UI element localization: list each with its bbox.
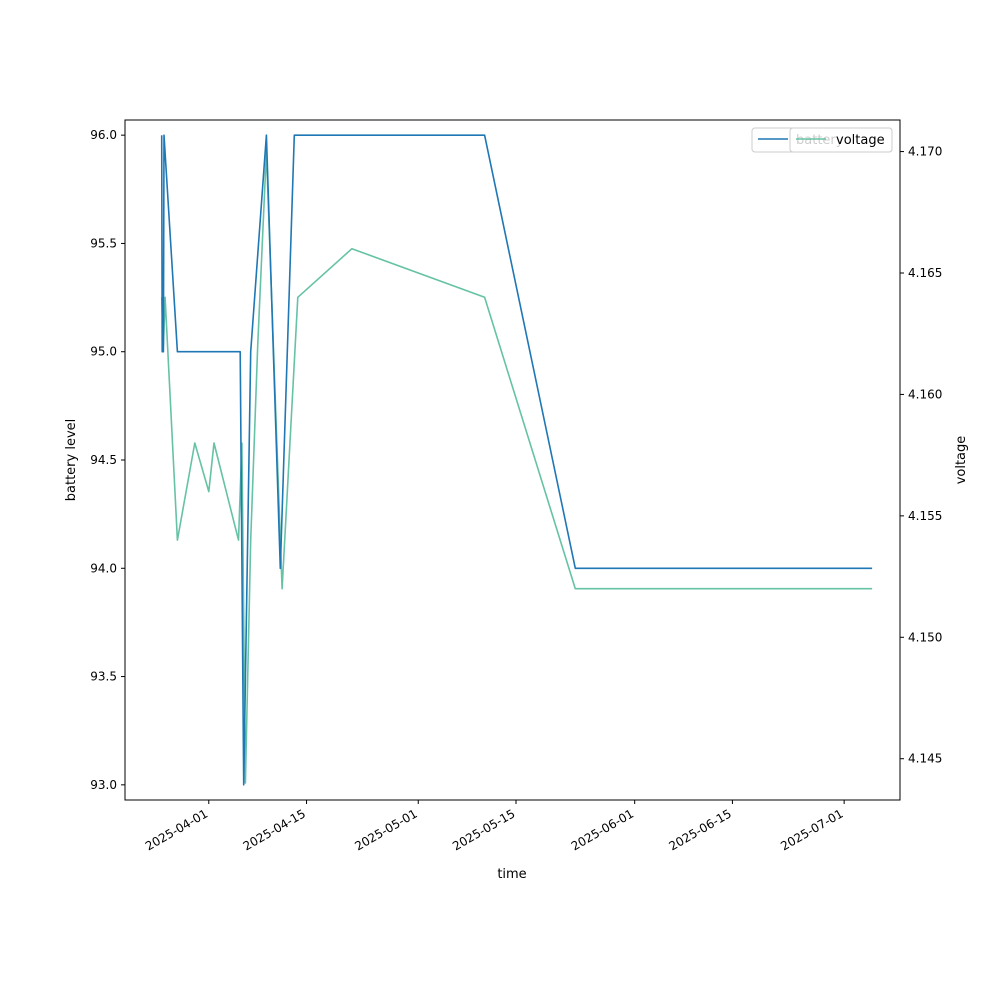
legend-voltage-box — [789, 127, 893, 153]
y-right-tick-label: 4.170 — [908, 145, 942, 159]
legend-voltage-label: voltage — [836, 133, 885, 148]
y-right-tick-label: 4.165 — [908, 266, 942, 280]
y-left-tick-label: 94.0 — [90, 561, 117, 575]
series-line-voltage — [160, 150, 873, 784]
y-axis-left: 93.0 93.5 94.0 94.5 95.0 95.5 96.0 — [90, 128, 125, 792]
series-line-battery — [160, 134, 873, 786]
y-right-tick-label: 4.145 — [908, 752, 942, 766]
y-left-tick-label: 94.5 — [90, 453, 117, 467]
y-right-tick-label: 4.150 — [908, 630, 942, 644]
y-left-tick-label: 96.0 — [90, 128, 117, 142]
y-right-tick-label: 4.155 — [908, 509, 942, 523]
y-left-tick-label: 95.5 — [90, 236, 117, 250]
y-axis-right-label: voltage — [954, 436, 969, 485]
y-left-tick-label: 95.0 — [90, 345, 117, 359]
y-right-tick-label: 4.160 — [908, 387, 942, 401]
y-axis-right: 4.145 4.150 4.155 4.160 4.165 4.170 — [900, 145, 942, 766]
x-axis-label: time — [497, 867, 526, 882]
y-left-tick-label: 93.0 — [90, 778, 117, 792]
series-layer — [160, 134, 873, 786]
y-left-tick-label: 93.5 — [90, 670, 117, 684]
y-axis-left-label: battery level — [64, 419, 79, 502]
legend-voltage: voltage — [789, 127, 893, 153]
